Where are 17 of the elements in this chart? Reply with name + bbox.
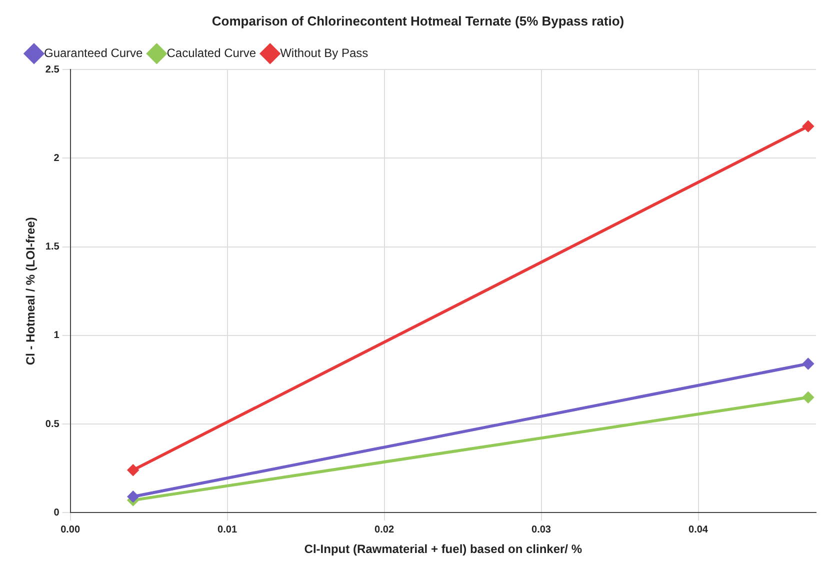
y-tick-label: 1 [54, 330, 60, 342]
legend-label: Guaranteed Curve [44, 46, 144, 60]
x-tick-label: 0.00 [60, 524, 80, 536]
y-tick-label: 2 [54, 152, 60, 164]
x-tick-label: 0.02 [374, 524, 394, 536]
y-tick-label: 1.5 [45, 242, 60, 253]
x-tick-label: 0.04 [688, 524, 708, 536]
y-tick-label: 0.5 [45, 418, 60, 430]
x-tick-label: 0.03 [532, 524, 552, 536]
chart-title: Comparison of Chlorinecontent Hotmeal Ternate (5% Bypass ratio) [212, 13, 624, 28]
legend-label: Without By Pass [280, 46, 368, 60]
y-axis-title: Cl - Hotmeal / % (LOI-free) [24, 217, 38, 366]
x-tick-label: 0.01 [218, 524, 238, 536]
y-tick-label: 0 [54, 507, 60, 518]
x-axis-title: Cl-Input (Rawmaterial + fuel) based on clinker/ % [304, 542, 582, 556]
y-tick-label: 2.5 [45, 64, 60, 76]
legend-label: Caculated Curve [166, 46, 256, 60]
